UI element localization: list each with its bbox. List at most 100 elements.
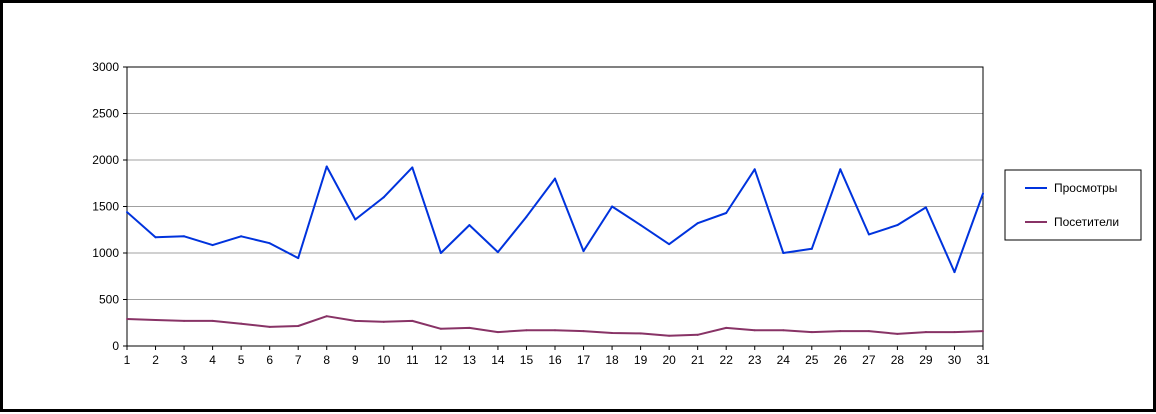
data-point bbox=[839, 330, 842, 333]
data-point bbox=[183, 235, 186, 238]
x-tick-label: 24 bbox=[777, 353, 791, 367]
x-tick-label: 12 bbox=[434, 353, 448, 367]
data-point bbox=[211, 319, 214, 322]
data-point bbox=[867, 233, 870, 236]
data-point bbox=[411, 319, 414, 322]
data-point bbox=[268, 242, 271, 245]
x-tick-label: 25 bbox=[805, 353, 819, 367]
data-point bbox=[982, 330, 984, 333]
x-tick-label: 2 bbox=[152, 353, 159, 367]
x-tick-label: 17 bbox=[577, 353, 591, 367]
x-tick-label: 4 bbox=[209, 353, 216, 367]
data-point bbox=[753, 329, 756, 332]
x-tick-label: 21 bbox=[691, 353, 705, 367]
x-tick-label: 26 bbox=[834, 353, 848, 367]
data-point bbox=[782, 329, 785, 332]
data-point bbox=[639, 224, 642, 227]
grid-lines bbox=[127, 113, 983, 300]
data-point bbox=[211, 244, 214, 247]
data-point bbox=[668, 334, 671, 337]
data-point bbox=[496, 251, 499, 254]
y-tick-label: 500 bbox=[99, 293, 119, 307]
series-group bbox=[126, 165, 984, 337]
data-point bbox=[240, 322, 243, 325]
data-point bbox=[696, 222, 699, 225]
x-tick-label: 9 bbox=[352, 353, 359, 367]
x-tick-label: 29 bbox=[919, 353, 933, 367]
x-tick-label: 28 bbox=[891, 353, 905, 367]
y-tick-label: 3000 bbox=[92, 60, 119, 74]
data-point bbox=[810, 247, 813, 250]
data-point bbox=[582, 250, 585, 253]
data-point bbox=[154, 318, 157, 321]
y-tick-label: 2000 bbox=[92, 153, 119, 167]
legend: Просмотры Посетители bbox=[1004, 169, 1142, 241]
x-tick-label: 11 bbox=[406, 353, 419, 367]
x-tick-label: 18 bbox=[605, 353, 619, 367]
x-tick-label: 20 bbox=[662, 353, 676, 367]
x-tick-label: 13 bbox=[463, 353, 477, 367]
x-tick-label: 8 bbox=[323, 353, 330, 367]
data-point bbox=[896, 224, 899, 227]
data-point bbox=[725, 212, 728, 215]
y-tick-label: 1000 bbox=[92, 246, 119, 260]
data-point bbox=[867, 330, 870, 333]
x-tick-label: 7 bbox=[295, 353, 302, 367]
data-point bbox=[611, 205, 614, 208]
data-point bbox=[582, 330, 585, 333]
data-point bbox=[354, 218, 357, 221]
data-point bbox=[525, 329, 528, 332]
x-tick-label: 23 bbox=[748, 353, 762, 367]
data-point bbox=[126, 318, 128, 321]
data-point bbox=[924, 331, 927, 334]
series-line-1 bbox=[126, 165, 984, 274]
legend-box bbox=[1004, 169, 1142, 241]
data-point bbox=[297, 325, 300, 328]
x-tick-label: 10 bbox=[377, 353, 391, 367]
data-point bbox=[382, 320, 385, 323]
legend-label: Посетители bbox=[1054, 215, 1119, 229]
data-point bbox=[725, 326, 728, 329]
data-point bbox=[354, 319, 357, 322]
y-tick-label: 0 bbox=[112, 339, 119, 353]
data-point bbox=[525, 215, 528, 218]
data-point bbox=[183, 319, 186, 322]
data-point bbox=[439, 327, 442, 330]
data-point bbox=[696, 333, 699, 336]
data-point bbox=[325, 165, 328, 168]
data-point bbox=[753, 168, 756, 171]
data-point bbox=[468, 326, 471, 329]
x-tick-label: 19 bbox=[634, 353, 648, 367]
x-tick-label: 1 bbox=[124, 353, 131, 367]
data-point bbox=[668, 243, 671, 246]
x-tick-label: 30 bbox=[948, 353, 962, 367]
y-tick-label: 2500 bbox=[92, 107, 119, 121]
x-tick-label: 31 bbox=[976, 353, 990, 367]
data-point bbox=[411, 166, 414, 169]
data-point bbox=[782, 252, 785, 254]
x-tick-label: 22 bbox=[720, 353, 734, 367]
x-axis: 1 2 3 4 5 6 7 8 9 10 11 12 13 14 15 16 17 18 19 20 21 22 23 24 2… bbox=[124, 346, 990, 367]
x-tick-label: 27 bbox=[862, 353, 876, 367]
data-point bbox=[924, 206, 927, 209]
data-point bbox=[810, 331, 813, 334]
data-point bbox=[325, 315, 328, 318]
data-point bbox=[839, 168, 842, 171]
x-tick-label: 16 bbox=[548, 353, 562, 367]
data-point bbox=[496, 331, 499, 334]
data-point bbox=[154, 236, 157, 239]
data-point bbox=[240, 235, 243, 238]
data-point bbox=[268, 325, 271, 328]
data-point bbox=[297, 257, 300, 260]
data-point bbox=[554, 177, 556, 180]
y-axis: 0 500 1000 1500 2000 2500 3000 bbox=[92, 60, 127, 353]
data-point bbox=[554, 329, 556, 332]
data-point bbox=[639, 332, 642, 335]
series-line-2 bbox=[126, 315, 984, 337]
legend-label: Просмотры bbox=[1054, 181, 1117, 195]
data-point bbox=[382, 196, 385, 199]
data-point bbox=[126, 211, 128, 214]
data-point bbox=[896, 332, 899, 335]
